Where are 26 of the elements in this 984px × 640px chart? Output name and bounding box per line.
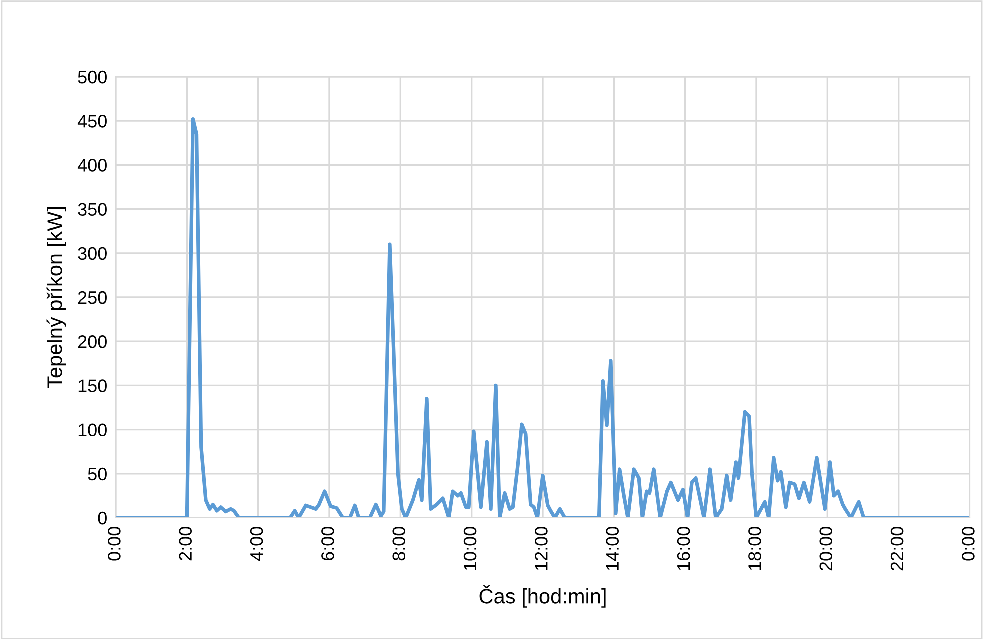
y-tick-label: 100 (78, 424, 107, 437)
y-tick-label: 250 (78, 291, 107, 304)
x-tick-label: 2:00 (179, 527, 192, 561)
x-tick-label: 0:00 (962, 527, 975, 561)
x-tick-label: 12:00 (535, 527, 548, 570)
y-tick-label: 50 (88, 468, 107, 481)
x-tick-label: 14:00 (606, 527, 620, 570)
x-tick-label: 18:00 (748, 527, 762, 570)
x-tick-label: 16:00 (677, 527, 690, 570)
x-tick-label: 0:00 (108, 527, 121, 561)
x-tick-label: 8:00 (392, 527, 406, 561)
y-tick-label: 150 (78, 380, 107, 392)
y-tick-label: 350 (78, 203, 107, 216)
y-tick-label: 400 (78, 159, 107, 172)
x-axis-title: Čas [hod:min] (480, 585, 606, 608)
y-tick-label: 300 (78, 247, 107, 260)
x-tick-label: 4:00 (250, 527, 264, 562)
y-tick-label: 200 (78, 336, 107, 348)
x-tick-label: 6:00 (322, 527, 334, 561)
x-tick-label: 20:00 (820, 527, 833, 571)
y-axis-title: Tepelný příkon [kW] (46, 208, 66, 388)
y-tick-label: 500 (78, 70, 107, 84)
x-tick-label: 22:00 (890, 527, 904, 571)
y-tick-label: 0 (98, 512, 107, 525)
y-tick-label: 450 (78, 115, 107, 128)
x-tick-label: 10:00 (464, 527, 477, 570)
